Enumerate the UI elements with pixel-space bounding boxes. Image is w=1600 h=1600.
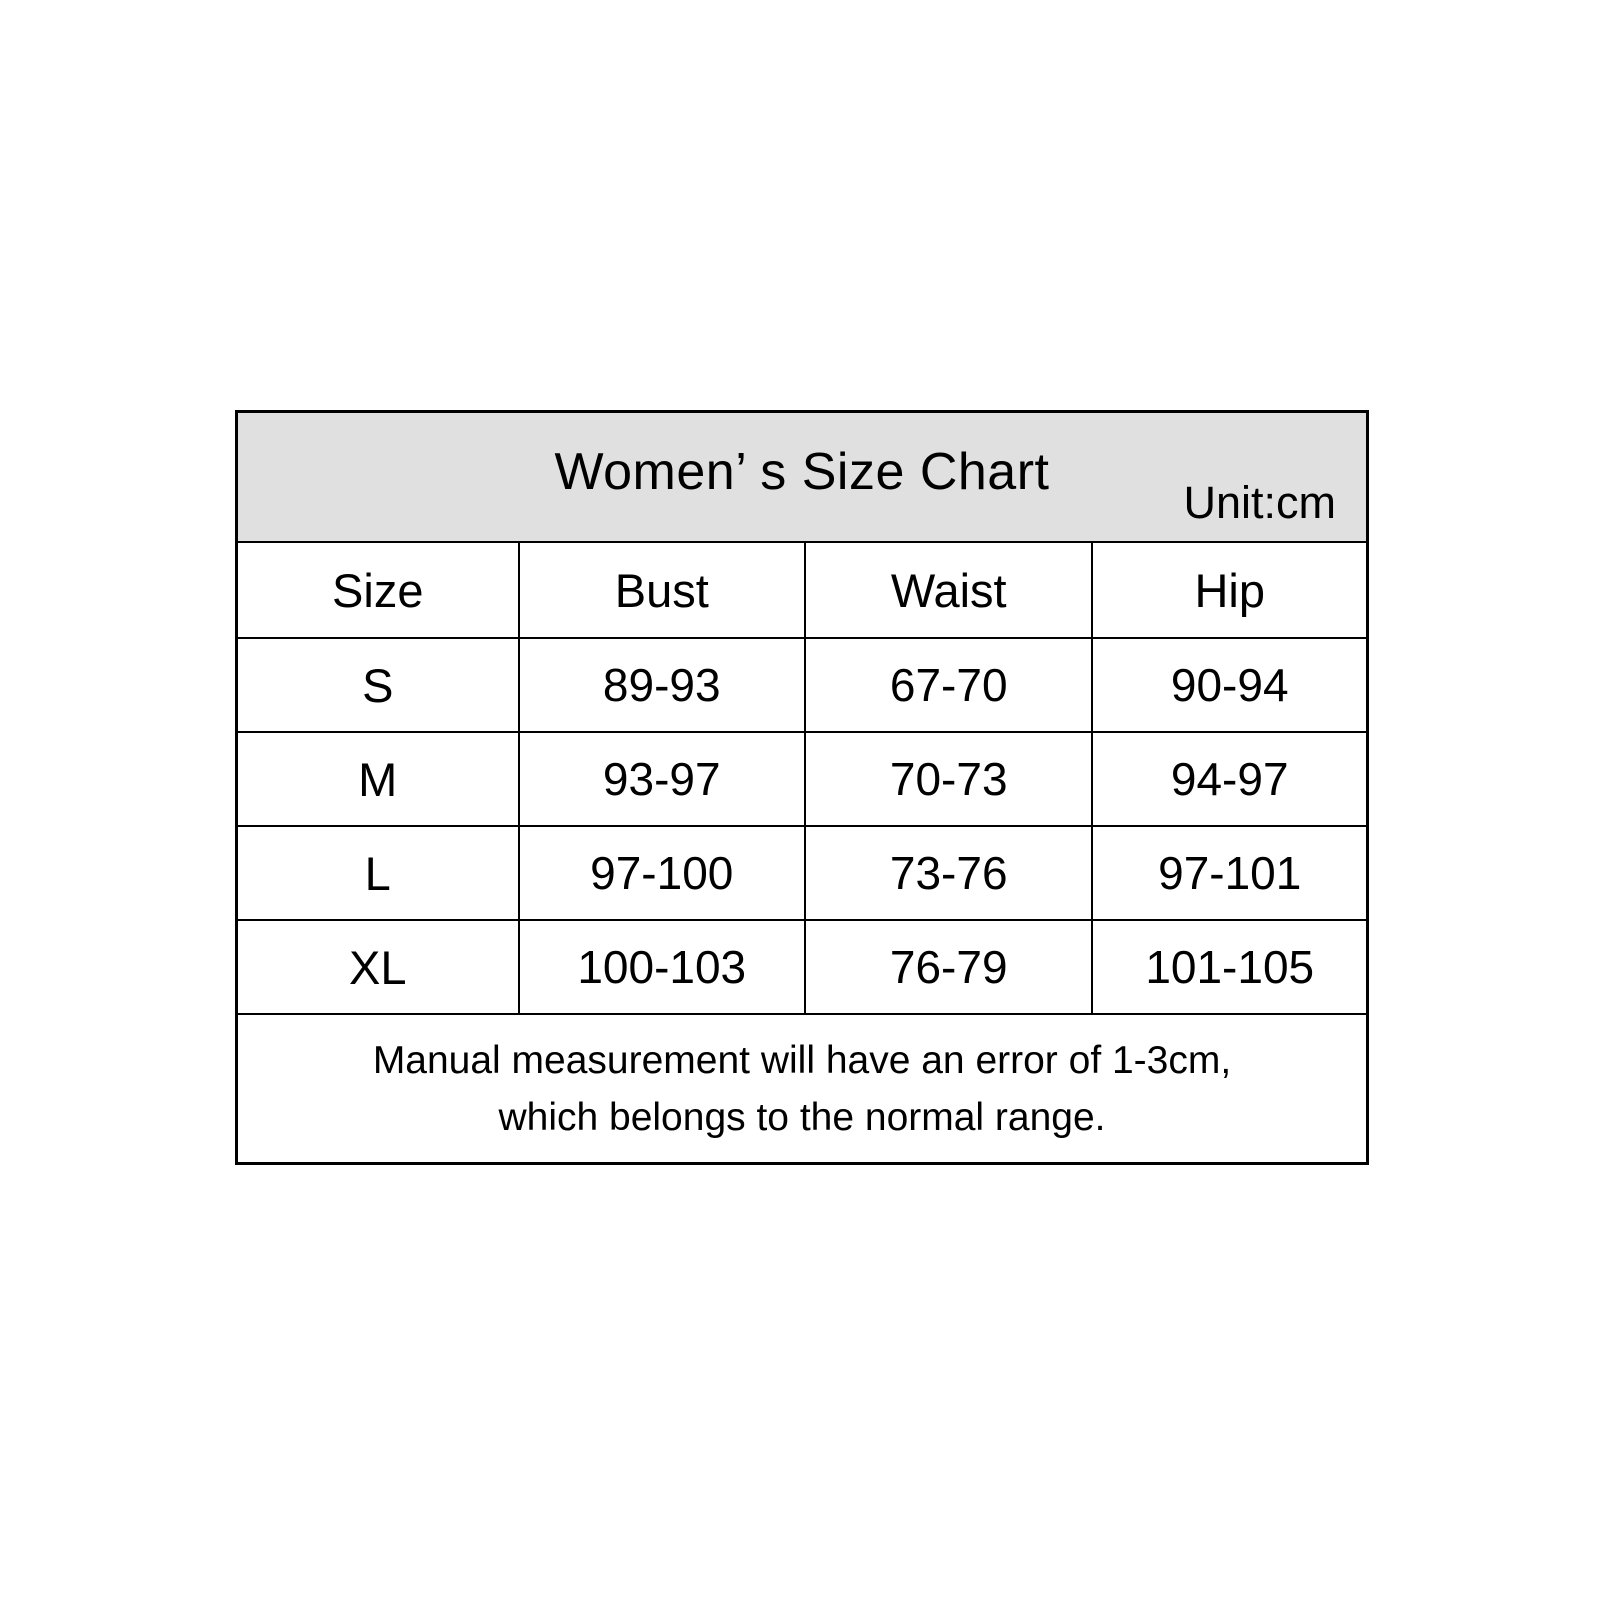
table-row-m: M 93-97 70-73 94-97 (238, 731, 1366, 825)
unit-label: Unit:cm (1183, 477, 1336, 528)
column-header-hip: Hip (1091, 543, 1366, 637)
bust-value: 93-97 (517, 733, 804, 825)
measurement-note-line-1: Manual measurement will have an error of… (372, 1038, 1232, 1082)
column-header-row: Size Bust Waist Hip (238, 541, 1366, 637)
size-value: L (364, 846, 391, 900)
size-chart-table: Women’ s Size Chart Unit:cm Size Bust Wa… (235, 410, 1369, 1165)
waist-value: 76-79 (803, 921, 1091, 1013)
column-header-waist: Waist (803, 543, 1091, 637)
bust-value: 89-93 (517, 639, 804, 731)
table-title-band: Women’ s Size Chart Unit:cm (238, 413, 1366, 541)
bust-value: 97-100 (517, 827, 804, 919)
column-header-bust: Bust (517, 543, 804, 637)
bust-value: 100-103 (517, 921, 804, 1013)
table-row-xl: XL 100-103 76-79 101-105 (238, 919, 1366, 1013)
hip-value: 101-105 (1091, 921, 1366, 1013)
table-row-l: L 97-100 73-76 97-101 (238, 825, 1366, 919)
waist-value: 73-76 (803, 827, 1091, 919)
table-row-s: S 89-93 67-70 90-94 (238, 637, 1366, 731)
measurement-note-row: Manual measurement will have an error of… (238, 1013, 1366, 1162)
size-value: M (358, 752, 398, 806)
hip-value: 94-97 (1091, 733, 1366, 825)
hip-value: 90-94 (1091, 639, 1366, 731)
measurement-note-line-2: which belongs to the normal range. (498, 1095, 1106, 1139)
waist-value: 70-73 (803, 733, 1091, 825)
column-header-size: Size (332, 563, 424, 617)
waist-value: 67-70 (803, 639, 1091, 731)
size-value: S (362, 658, 394, 712)
hip-value: 97-101 (1091, 827, 1366, 919)
table-title: Women’ s Size Chart (554, 443, 1050, 501)
size-value: XL (349, 940, 407, 994)
